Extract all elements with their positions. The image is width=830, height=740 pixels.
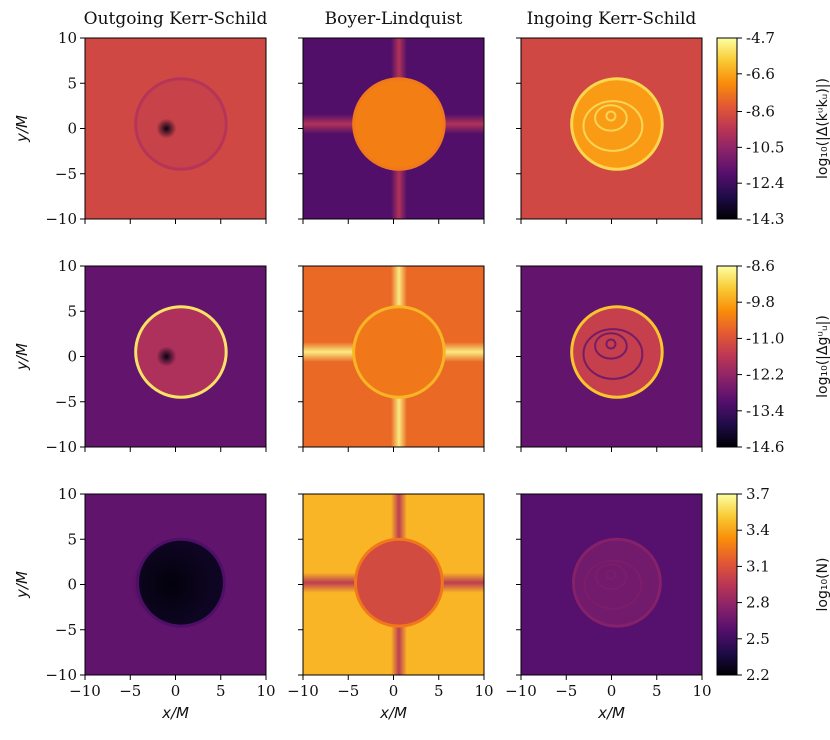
x-tick-label: 5	[652, 682, 662, 700]
heatmap-panel	[298, 265, 485, 452]
central-minimum	[156, 346, 177, 367]
y-tick-label: 0	[67, 576, 77, 594]
central-minimum	[156, 118, 177, 139]
colorbar-tick-label: -12.2	[746, 366, 784, 384]
colorbar-tick-label: 3.1	[746, 557, 770, 575]
colorbar-tick-label: -12.4	[746, 174, 784, 192]
x-tick-label: −10	[287, 682, 319, 700]
photon-ring	[571, 537, 662, 628]
column-title: Ingoing Kerr-Schild	[527, 9, 697, 29]
colorbar-label: log₁₀(|Δ(kᵘkᵤ)|)	[815, 78, 830, 179]
photon-ring	[570, 77, 664, 171]
y-tick-label: 10	[58, 29, 77, 47]
heatmap-panel: −10 −5 0 5 10 y/M	[13, 257, 267, 456]
colorbar-tick-label: 2.5	[746, 630, 770, 648]
x-tick-label: 5	[216, 682, 226, 700]
x-tick-label: 0	[607, 682, 617, 700]
colorbar-gradient	[716, 265, 738, 448]
photon-ring	[570, 305, 664, 399]
x-tick-label: −5	[337, 682, 359, 700]
x-axis-label: x/M	[597, 704, 625, 722]
x-tick-label: 5	[434, 682, 444, 700]
photon-ring	[352, 305, 446, 399]
colorbar-gradient	[716, 493, 738, 676]
colorbar: -8.6 -9.8 -11.0 -12.2 -13.4 -14.6 log₁₀(|Δgᵘᵤ|…	[716, 257, 830, 456]
photon-ring	[134, 305, 228, 399]
x-tick-label: −10	[505, 682, 537, 700]
colorbar-gradient	[716, 37, 738, 220]
y-tick-label: −10	[45, 666, 77, 684]
heatmap-panel: −10 −5 0 5 10 y/M	[13, 29, 267, 228]
y-tick-label: 10	[58, 257, 77, 275]
y-axis-label: y/M	[13, 343, 31, 371]
colorbar-tick-label: -6.6	[746, 65, 775, 83]
x-tick-label: 0	[389, 682, 399, 700]
x-tick-label: −5	[119, 682, 141, 700]
central-minimum	[131, 545, 211, 624]
photon-ring	[353, 537, 444, 628]
x-tick-label: 0	[171, 682, 181, 700]
y-tick-label: 5	[67, 74, 77, 92]
x-axis-label: x/M	[161, 704, 189, 722]
swirl-pattern	[582, 328, 644, 380]
y-tick-label: 5	[67, 530, 77, 548]
y-axis-label: y/M	[13, 571, 31, 599]
colorbar-tick-label: -10.5	[746, 138, 784, 156]
column-title: Boyer-Lindquist	[325, 9, 463, 29]
y-tick-label: 0	[67, 120, 77, 138]
colorbar-tick-label: -13.4	[746, 402, 784, 420]
colorbar-tick-label: 3.4	[746, 521, 770, 539]
photon-ring	[134, 77, 228, 171]
heatmap-panel: −10−10 −5 −5 0 0 5 5 10 10 y/M x/M	[13, 485, 276, 722]
column-title: Outgoing Kerr-Schild	[84, 9, 268, 29]
shadow-disk	[353, 306, 445, 398]
shadow-disk	[135, 306, 227, 398]
heatmap-panel: −10 −5 0 5 10 x/M	[505, 493, 712, 722]
colorbar-tick-label: 2.8	[746, 594, 770, 612]
photon-ring	[135, 537, 226, 628]
x-tick-label: 10	[692, 682, 711, 700]
x-axis-label: x/M	[379, 704, 407, 722]
heatmap-panel	[516, 265, 703, 452]
x-tick-label: 10	[256, 682, 275, 700]
colorbar-label: log₁₀(|Δgᵘᵤ|)	[815, 315, 830, 398]
colorbar: -4.7 -6.6 -8.6 -10.5 -12.4 -14.3 log₁₀(|Δ(kᵘkᵤ…	[716, 29, 830, 228]
heatmap-panel	[298, 37, 485, 224]
x-tick-label: −5	[555, 682, 577, 700]
swirl-pattern	[583, 559, 643, 610]
y-tick-label: 0	[67, 348, 77, 366]
shadow-disk	[571, 78, 663, 170]
colorbar-tick-label: -8.6	[746, 103, 775, 121]
colorbar-tick-label: -11.0	[746, 329, 784, 347]
swirl-pattern	[582, 100, 644, 152]
colorbar-tick-label: -4.7	[746, 29, 775, 47]
shadow-disk	[571, 306, 663, 398]
colorbar-tick-label: -14.3	[746, 210, 784, 228]
photon-ring	[352, 77, 446, 171]
y-tick-label: −10	[45, 438, 77, 456]
y-tick-label: −10	[45, 210, 77, 228]
y-tick-label: 10	[58, 485, 77, 503]
y-tick-label: 5	[67, 302, 77, 320]
x-tick-label: 10	[474, 682, 493, 700]
x-tick-label: −10	[69, 682, 101, 700]
y-tick-label: −5	[55, 165, 77, 183]
y-tick-label: −5	[55, 393, 77, 411]
y-tick-label: −5	[55, 621, 77, 639]
shadow-disk	[353, 78, 445, 170]
shadow-disk	[135, 78, 227, 170]
heatmap-panel: −10 −5 0 5 10 x/M	[287, 493, 494, 722]
heatmap-panel	[516, 37, 703, 224]
y-axis-label: y/M	[13, 115, 31, 143]
colorbar-tick-label: 3.7	[746, 485, 770, 503]
shadow-disk	[355, 539, 443, 627]
colorbar-tick-label: -9.8	[746, 293, 775, 311]
colorbar-tick-label: 2.2	[746, 666, 770, 684]
colorbar-tick-label: -8.6	[746, 257, 775, 275]
colorbar-label: log₁₀(N)	[815, 558, 830, 612]
colorbar: 3.7 3.4 3.1 2.8 2.5 2.2 log₁₀(N)	[716, 485, 830, 684]
colorbar-tick-label: -14.6	[746, 438, 784, 456]
